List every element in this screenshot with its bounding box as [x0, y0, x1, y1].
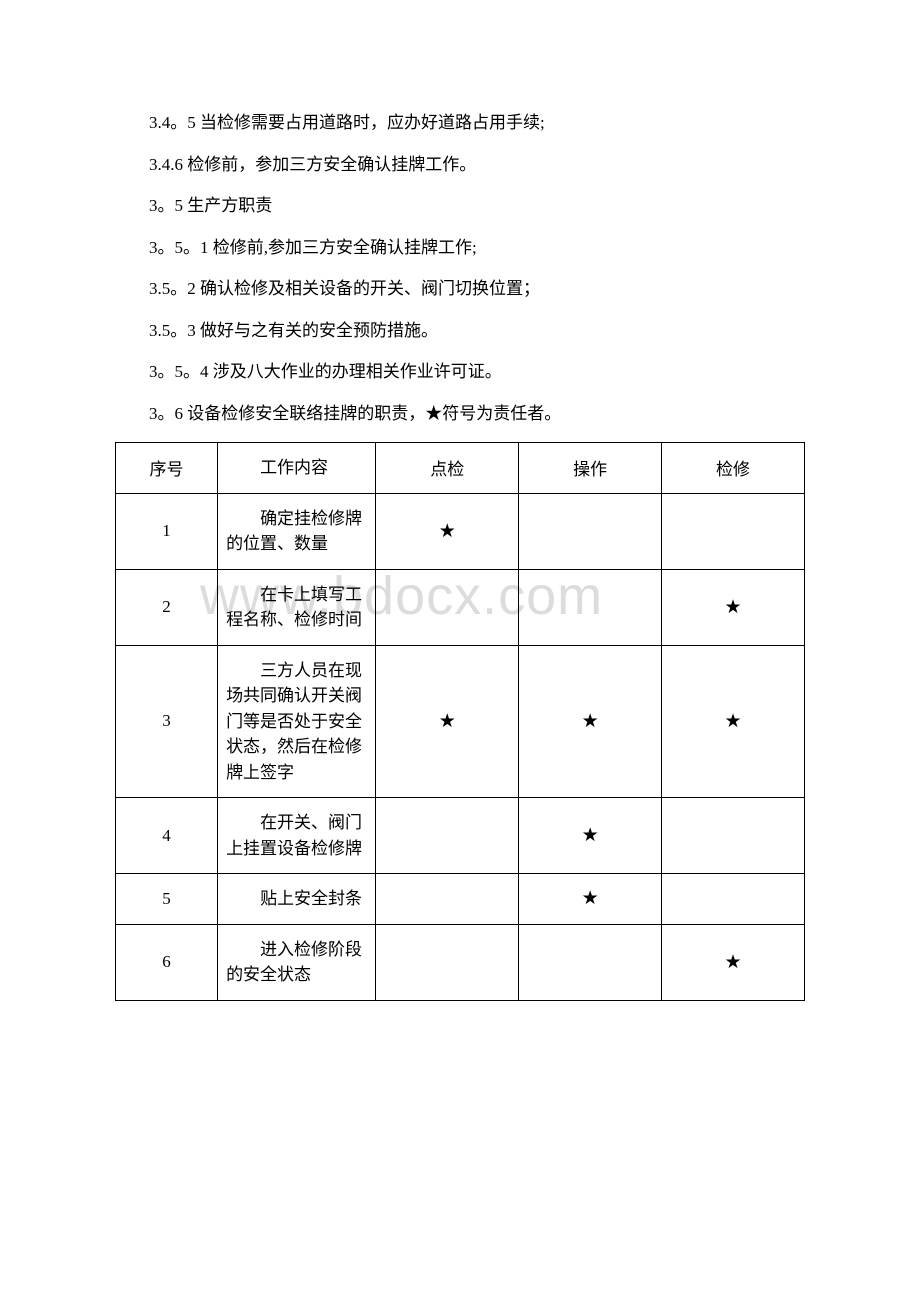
cell-work: 进入检修阶段的安全状态: [218, 924, 376, 1000]
cell-repair: ★: [662, 569, 805, 645]
paragraph: 3。5。4 涉及八大作业的办理相关作业许可证。: [115, 359, 805, 385]
cell-seq: 6: [116, 924, 218, 1000]
cell-op: ★: [519, 798, 662, 874]
responsibility-table: 序号 工作内容 点检 操作 检修 1确定挂检修牌的位置、数量★2在卡上填写工程名…: [115, 442, 805, 1001]
cell-work: 三方人员在现场共同确认开关阀门等是否处于安全状态，然后在检修牌上签字: [218, 645, 376, 798]
table-row: 6进入检修阶段的安全状态 ★: [116, 924, 805, 1000]
table-row: 3三方人员在现场共同确认开关阀门等是否处于安全状态，然后在检修牌上签字 ★ ★ ★: [116, 645, 805, 798]
cell-repair: ★: [662, 924, 805, 1000]
cell-seq: 2: [116, 569, 218, 645]
cell-repair: ★: [662, 645, 805, 798]
star-icon: ★: [725, 952, 742, 973]
cell-op: [519, 924, 662, 1000]
cell-check: [376, 924, 519, 1000]
star-icon: ★: [725, 597, 742, 618]
cell-repair: [662, 874, 805, 925]
star-icon: ★: [582, 888, 599, 909]
table-row: 2在卡上填写工程名称、检修时间 ★: [116, 569, 805, 645]
star-icon: ★: [439, 521, 456, 542]
table-body: 1确定挂检修牌的位置、数量★2在卡上填写工程名称、检修时间★3三方人员在现场共同…: [116, 493, 805, 1000]
cell-op: ★: [519, 874, 662, 925]
cell-seq: 5: [116, 874, 218, 925]
cell-op: [519, 493, 662, 569]
paragraph: 3.5。3 做好与之有关的安全预防措施。: [115, 318, 805, 344]
cell-work: 确定挂检修牌的位置、数量: [218, 493, 376, 569]
table-header-row: 序号 工作内容 点检 操作 检修: [116, 443, 805, 494]
header-work: 工作内容: [218, 443, 376, 494]
cell-repair: [662, 798, 805, 874]
table-row: 1确定挂检修牌的位置、数量 ★: [116, 493, 805, 569]
star-icon: ★: [439, 711, 456, 732]
cell-check: [376, 798, 519, 874]
table-row: 5贴上安全封条 ★: [116, 874, 805, 925]
cell-seq: 1: [116, 493, 218, 569]
header-seq: 序号: [116, 443, 218, 494]
star-icon: ★: [582, 825, 599, 846]
paragraph: 3。5 生产方职责: [115, 193, 805, 219]
paragraph: 3.5。2 确认检修及相关设备的开关、阀门切换位置；: [115, 276, 805, 302]
cell-op: ★: [519, 645, 662, 798]
header-repair: 检修: [662, 443, 805, 494]
paragraph: 3。6 设备检修安全联络挂牌的职责，★符号为责任者。: [115, 401, 805, 427]
cell-op: [519, 569, 662, 645]
cell-seq: 4: [116, 798, 218, 874]
cell-repair: [662, 493, 805, 569]
star-icon: ★: [725, 711, 742, 732]
cell-check: ★: [376, 645, 519, 798]
star-icon: ★: [582, 711, 599, 732]
cell-check: [376, 874, 519, 925]
paragraph: 3。5。1 检修前,参加三方安全确认挂牌工作;: [115, 235, 805, 261]
paragraph: 3.4。5 当检修需要占用道路时，应办好道路占用手续;: [115, 110, 805, 136]
document-content: 3.4。5 当检修需要占用道路时，应办好道路占用手续; 3.4.6 检修前，参加…: [115, 110, 805, 1001]
cell-check: ★: [376, 493, 519, 569]
cell-seq: 3: [116, 645, 218, 798]
cell-check: [376, 569, 519, 645]
header-check: 点检: [376, 443, 519, 494]
cell-work: 在卡上填写工程名称、检修时间: [218, 569, 376, 645]
paragraph: 3.4.6 检修前，参加三方安全确认挂牌工作。: [115, 152, 805, 178]
header-op: 操作: [519, 443, 662, 494]
cell-work: 贴上安全封条: [218, 874, 376, 925]
table-row: 4在开关、阀门上挂置设备检修牌 ★: [116, 798, 805, 874]
cell-work: 在开关、阀门上挂置设备检修牌: [218, 798, 376, 874]
